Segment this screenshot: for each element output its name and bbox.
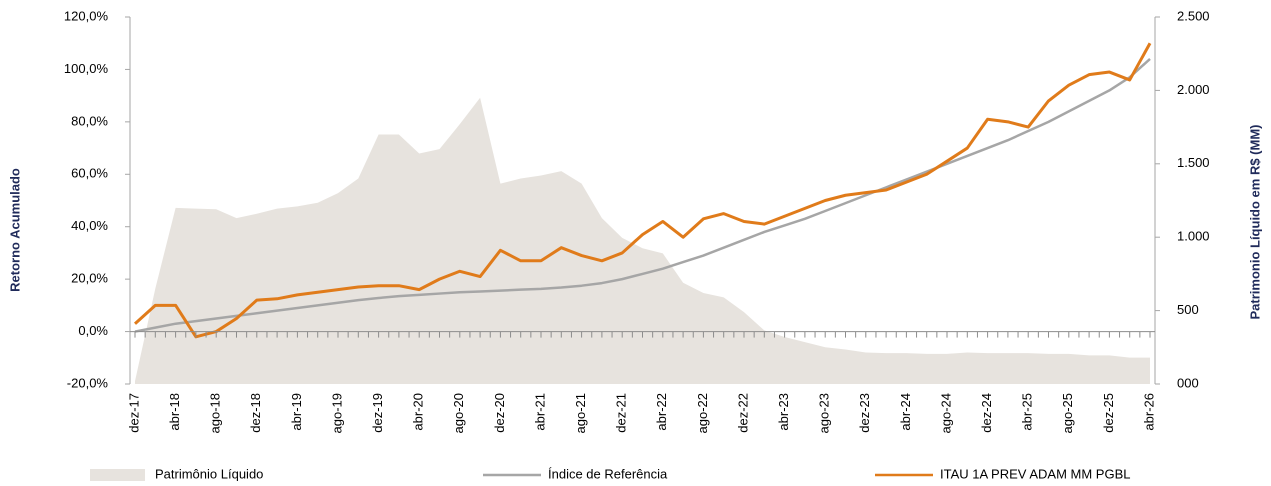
- x-tick-label: ago-18: [208, 393, 223, 433]
- y2-tick-label: 000: [1177, 375, 1199, 390]
- y2-tick-label: 500: [1177, 302, 1199, 317]
- y-tick-label: 20,0%: [71, 271, 108, 286]
- x-tick-label: dez-19: [370, 393, 385, 433]
- x-tick-label: ago-24: [938, 393, 953, 433]
- area: [135, 97, 1150, 385]
- line: [134, 58, 1151, 333]
- x-tick-label: abr-22: [654, 393, 669, 431]
- y2-tick-label: 1.000: [1177, 229, 1210, 244]
- x-tick-label: dez-20: [492, 393, 507, 433]
- x-tick-label: abr-26: [1141, 393, 1156, 431]
- x-tick-label: dez-23: [857, 393, 872, 433]
- y-tick-label: 120,0%: [64, 8, 109, 23]
- legend-label: Patrimônio Líquido: [155, 466, 263, 481]
- x-tick-label: abr-21: [532, 393, 547, 431]
- x-tick-label: dez-17: [126, 393, 141, 433]
- y-axis-title: Retorno Acumulado: [7, 168, 22, 292]
- x-tick-label: dez-21: [614, 393, 629, 433]
- y2-tick-label: 2.500: [1177, 8, 1210, 23]
- x-tick-label: abr-25: [1020, 393, 1035, 431]
- y-tick-label: -20,0%: [67, 375, 109, 390]
- y-tick-label: 100,0%: [64, 61, 109, 76]
- line: [133, 42, 1152, 339]
- legend-label: ITAU 1A PREV ADAM MM PGBL: [940, 466, 1130, 481]
- x-tick-label: abr-18: [167, 393, 182, 431]
- x-tick-label: abr-24: [898, 393, 913, 431]
- x-tick-label: ago-25: [1060, 393, 1075, 433]
- y2-tick-label: 1.500: [1177, 155, 1210, 170]
- x-tick-label: dez-18: [248, 393, 263, 433]
- x-tick-label: dez-24: [979, 393, 994, 433]
- x-tick-label: abr-19: [289, 393, 304, 431]
- y2-tick-label: 2.000: [1177, 82, 1210, 97]
- legend-swatch: [90, 469, 145, 481]
- y-tick-label: 40,0%: [71, 218, 108, 233]
- y2-axis-title: Patrimonio Líquido em R$ (MM): [1247, 125, 1262, 320]
- x-tick-label: abr-20: [411, 393, 426, 431]
- x-tick-label: ago-21: [573, 393, 588, 433]
- x-tick-label: ago-19: [329, 393, 344, 433]
- x-tick-label: dez-22: [735, 393, 750, 433]
- x-tick-label: ago-23: [817, 393, 832, 433]
- y-tick-label: 0,0%: [78, 323, 108, 338]
- x-tick-label: ago-20: [451, 393, 466, 433]
- x-tick-label: abr-23: [776, 393, 791, 431]
- y-tick-label: 60,0%: [71, 166, 108, 181]
- y-tick-label: 80,0%: [71, 113, 108, 128]
- x-tick-label: dez-25: [1101, 393, 1116, 433]
- legend-label: Índice de Referência: [548, 466, 668, 481]
- x-tick-label: ago-22: [695, 393, 710, 433]
